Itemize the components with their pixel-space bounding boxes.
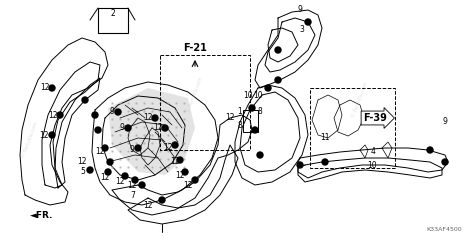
Circle shape [442, 159, 448, 165]
Text: 12: 12 [48, 110, 58, 119]
Text: 12: 12 [100, 173, 110, 182]
Text: F-39: F-39 [363, 113, 387, 123]
Bar [310, 88, 395, 168]
Circle shape [275, 47, 281, 53]
Circle shape [125, 125, 131, 131]
Circle shape [172, 142, 178, 148]
Text: 3: 3 [300, 25, 304, 34]
Bar [160, 55, 250, 150]
Text: 12: 12 [127, 181, 137, 190]
Text: 2: 2 [110, 9, 115, 18]
Text: 12: 12 [39, 131, 49, 139]
Circle shape [87, 167, 93, 173]
Circle shape [252, 127, 258, 133]
Circle shape [305, 19, 311, 25]
Circle shape [57, 112, 63, 118]
Circle shape [49, 85, 55, 91]
Polygon shape [108, 88, 195, 175]
Circle shape [82, 97, 88, 103]
Text: 9: 9 [129, 146, 135, 155]
Bar [243, 110, 258, 132]
Circle shape [192, 177, 198, 183]
Text: 12: 12 [95, 148, 105, 156]
Circle shape [249, 105, 255, 111]
Circle shape [107, 159, 113, 165]
Text: 10: 10 [253, 92, 263, 101]
Text: 9: 9 [298, 5, 302, 14]
Text: 12: 12 [40, 84, 50, 93]
Text: 7: 7 [130, 190, 136, 199]
Text: 12: 12 [143, 201, 153, 210]
Circle shape [177, 157, 183, 163]
Circle shape [159, 197, 165, 203]
Text: © Partzilla.com: © Partzilla.com [21, 121, 39, 159]
Text: 12: 12 [77, 157, 87, 167]
Circle shape [135, 145, 141, 151]
Text: 10: 10 [243, 92, 253, 101]
Text: F-21: F-21 [183, 43, 207, 53]
Text: 1: 1 [237, 108, 242, 117]
Text: © Partzilla.com: © Partzilla.com [351, 81, 369, 119]
Text: 11: 11 [320, 134, 330, 143]
Text: 12: 12 [163, 143, 173, 152]
Text: 12: 12 [143, 114, 153, 122]
Bar [98, 8, 128, 33]
Text: 12: 12 [175, 170, 185, 180]
Circle shape [182, 169, 188, 175]
Text: 8: 8 [258, 108, 263, 117]
Text: 5: 5 [81, 168, 85, 177]
Circle shape [139, 182, 145, 188]
Circle shape [162, 125, 168, 131]
Text: 8: 8 [237, 121, 242, 130]
Circle shape [92, 112, 98, 118]
Text: 12: 12 [153, 123, 163, 132]
Circle shape [49, 132, 55, 138]
Circle shape [297, 162, 303, 168]
Text: 12: 12 [115, 177, 125, 186]
Circle shape [275, 77, 281, 83]
Circle shape [257, 152, 263, 158]
Text: ◄FR.: ◄FR. [30, 211, 54, 219]
Circle shape [105, 169, 111, 175]
Circle shape [152, 115, 158, 121]
Circle shape [265, 85, 271, 91]
Text: 9: 9 [443, 118, 447, 126]
Text: K33AF4500: K33AF4500 [427, 227, 462, 232]
Circle shape [95, 127, 101, 133]
Circle shape [115, 109, 121, 115]
Text: 9: 9 [109, 108, 114, 117]
Text: 12: 12 [183, 181, 193, 190]
Text: 12: 12 [225, 114, 235, 122]
Text: 9: 9 [119, 123, 125, 132]
Circle shape [132, 177, 138, 183]
Circle shape [122, 173, 128, 179]
Text: 4: 4 [371, 148, 375, 156]
Circle shape [322, 159, 328, 165]
Text: 10: 10 [367, 160, 377, 169]
Circle shape [427, 147, 433, 153]
Circle shape [102, 145, 108, 151]
Text: 12: 12 [170, 157, 180, 167]
Text: © Partzilla.com: © Partzilla.com [186, 76, 204, 114]
